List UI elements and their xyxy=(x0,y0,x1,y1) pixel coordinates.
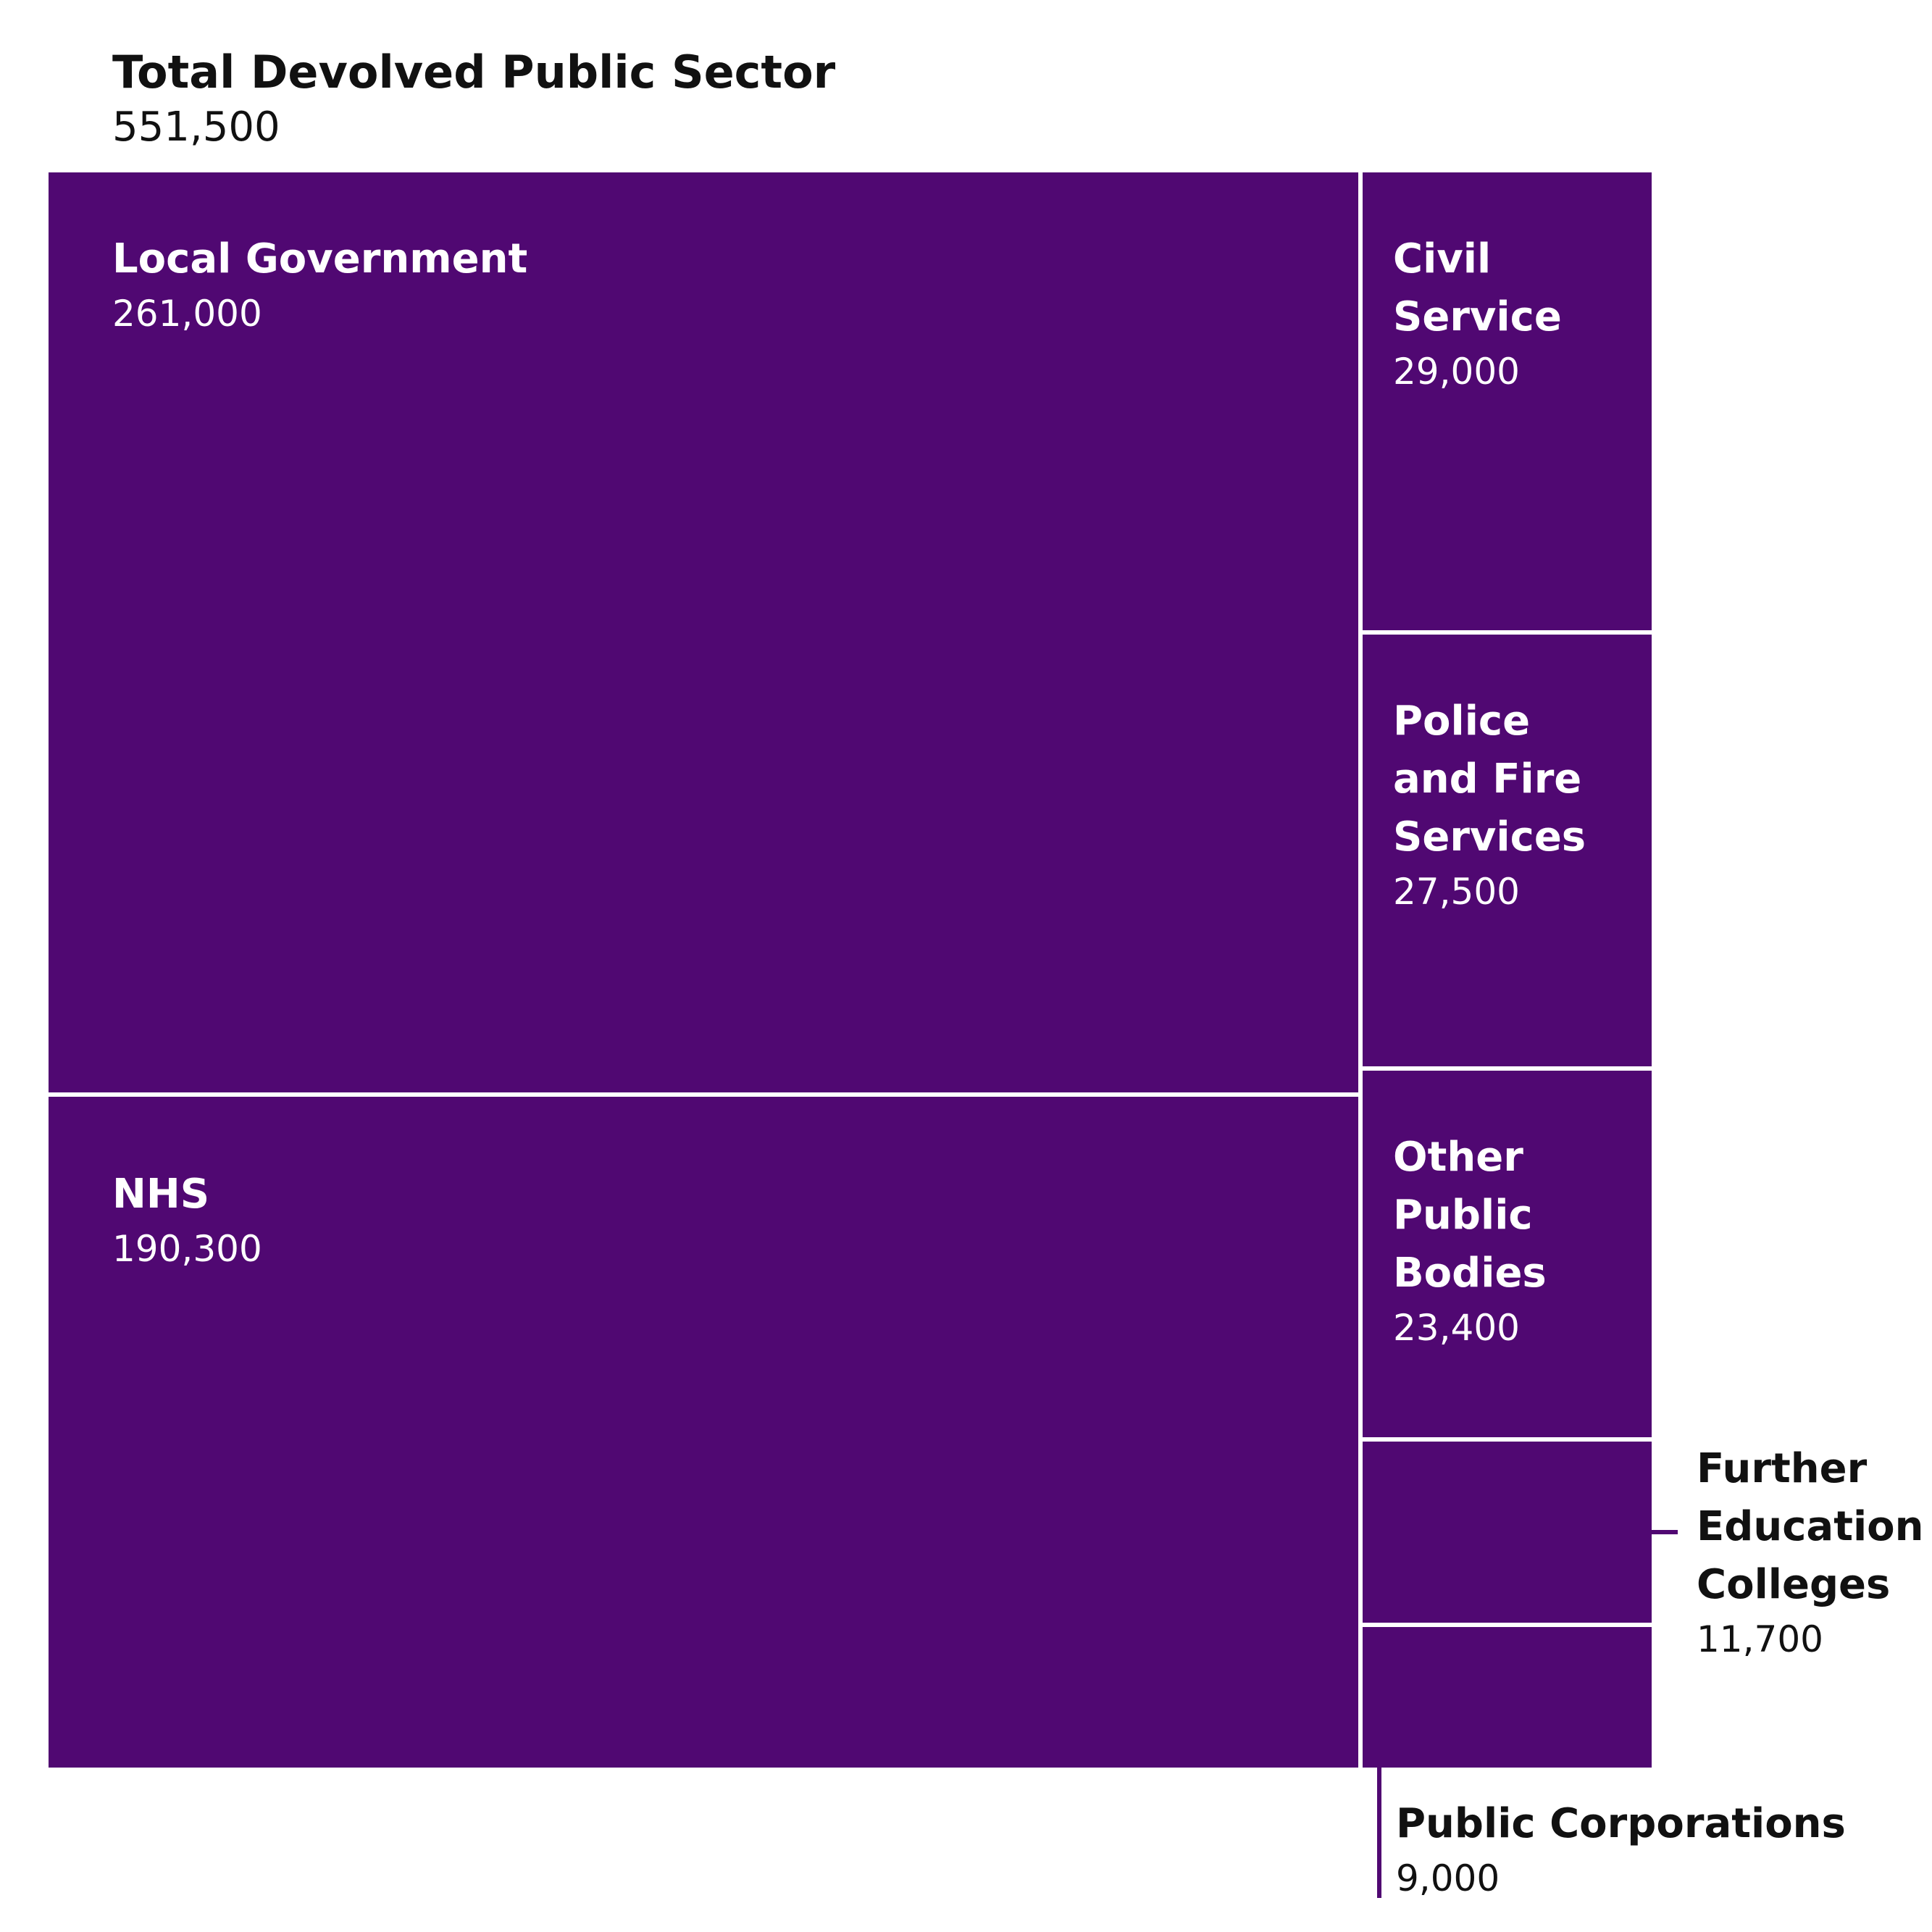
tile-name-civil-service: Civil Service xyxy=(1393,235,1562,340)
chart-total-value: 551,500 xyxy=(112,104,280,151)
label-civil-service: Civil Service 29,000 xyxy=(1393,230,1562,397)
tile-name-public-corporations: Public Corporations xyxy=(1396,1800,1846,1847)
tile-name-police-fire: Police and Fire Services xyxy=(1393,698,1586,861)
tile-value-other-public-bodies: 23,400 xyxy=(1393,1307,1520,1349)
label-public-corporations: Public Corporations 9,000 xyxy=(1396,1795,1846,1904)
chart-title: Total Devolved Public Sector 551,500 xyxy=(112,43,835,154)
label-further-education: Further Education Colleges 11,700 xyxy=(1697,1440,1924,1665)
label-police-fire: Police and Fire Services 27,500 xyxy=(1393,693,1586,917)
tile-value-public-corporations: 9,000 xyxy=(1396,1857,1500,1899)
tile-other-public-bodies xyxy=(1363,1071,1652,1437)
tile-police-fire xyxy=(1363,635,1652,1066)
leader-line-public-corporations xyxy=(1377,1768,1381,1898)
chart-title-text: Total Devolved Public Sector xyxy=(112,46,836,99)
tile-local-government xyxy=(49,172,1358,1092)
tile-further-education xyxy=(1363,1442,1652,1623)
tile-value-nhs: 190,300 xyxy=(112,1228,262,1270)
tile-public-corporations xyxy=(1363,1627,1652,1768)
label-local-government: Local Government 261,000 xyxy=(112,230,527,339)
tile-value-local-government: 261,000 xyxy=(112,293,262,335)
tile-nhs xyxy=(49,1097,1358,1768)
tile-value-police-fire: 27,500 xyxy=(1393,871,1520,913)
tile-name-local-government: Local Government xyxy=(112,235,528,283)
tile-value-civil-service: 29,000 xyxy=(1393,351,1520,393)
label-other-public-bodies: Other Public Bodies 23,400 xyxy=(1393,1129,1547,1353)
tile-civil-service xyxy=(1363,172,1652,630)
leader-line-further-education xyxy=(1652,1530,1678,1534)
tile-name-further-education: Further Education Colleges xyxy=(1697,1445,1924,1608)
tile-name-other-public-bodies: Other Public Bodies xyxy=(1393,1134,1547,1297)
tile-name-nhs: NHS xyxy=(112,1171,210,1218)
tile-value-further-education: 11,700 xyxy=(1697,1618,1823,1660)
label-nhs: NHS 190,300 xyxy=(112,1166,262,1274)
